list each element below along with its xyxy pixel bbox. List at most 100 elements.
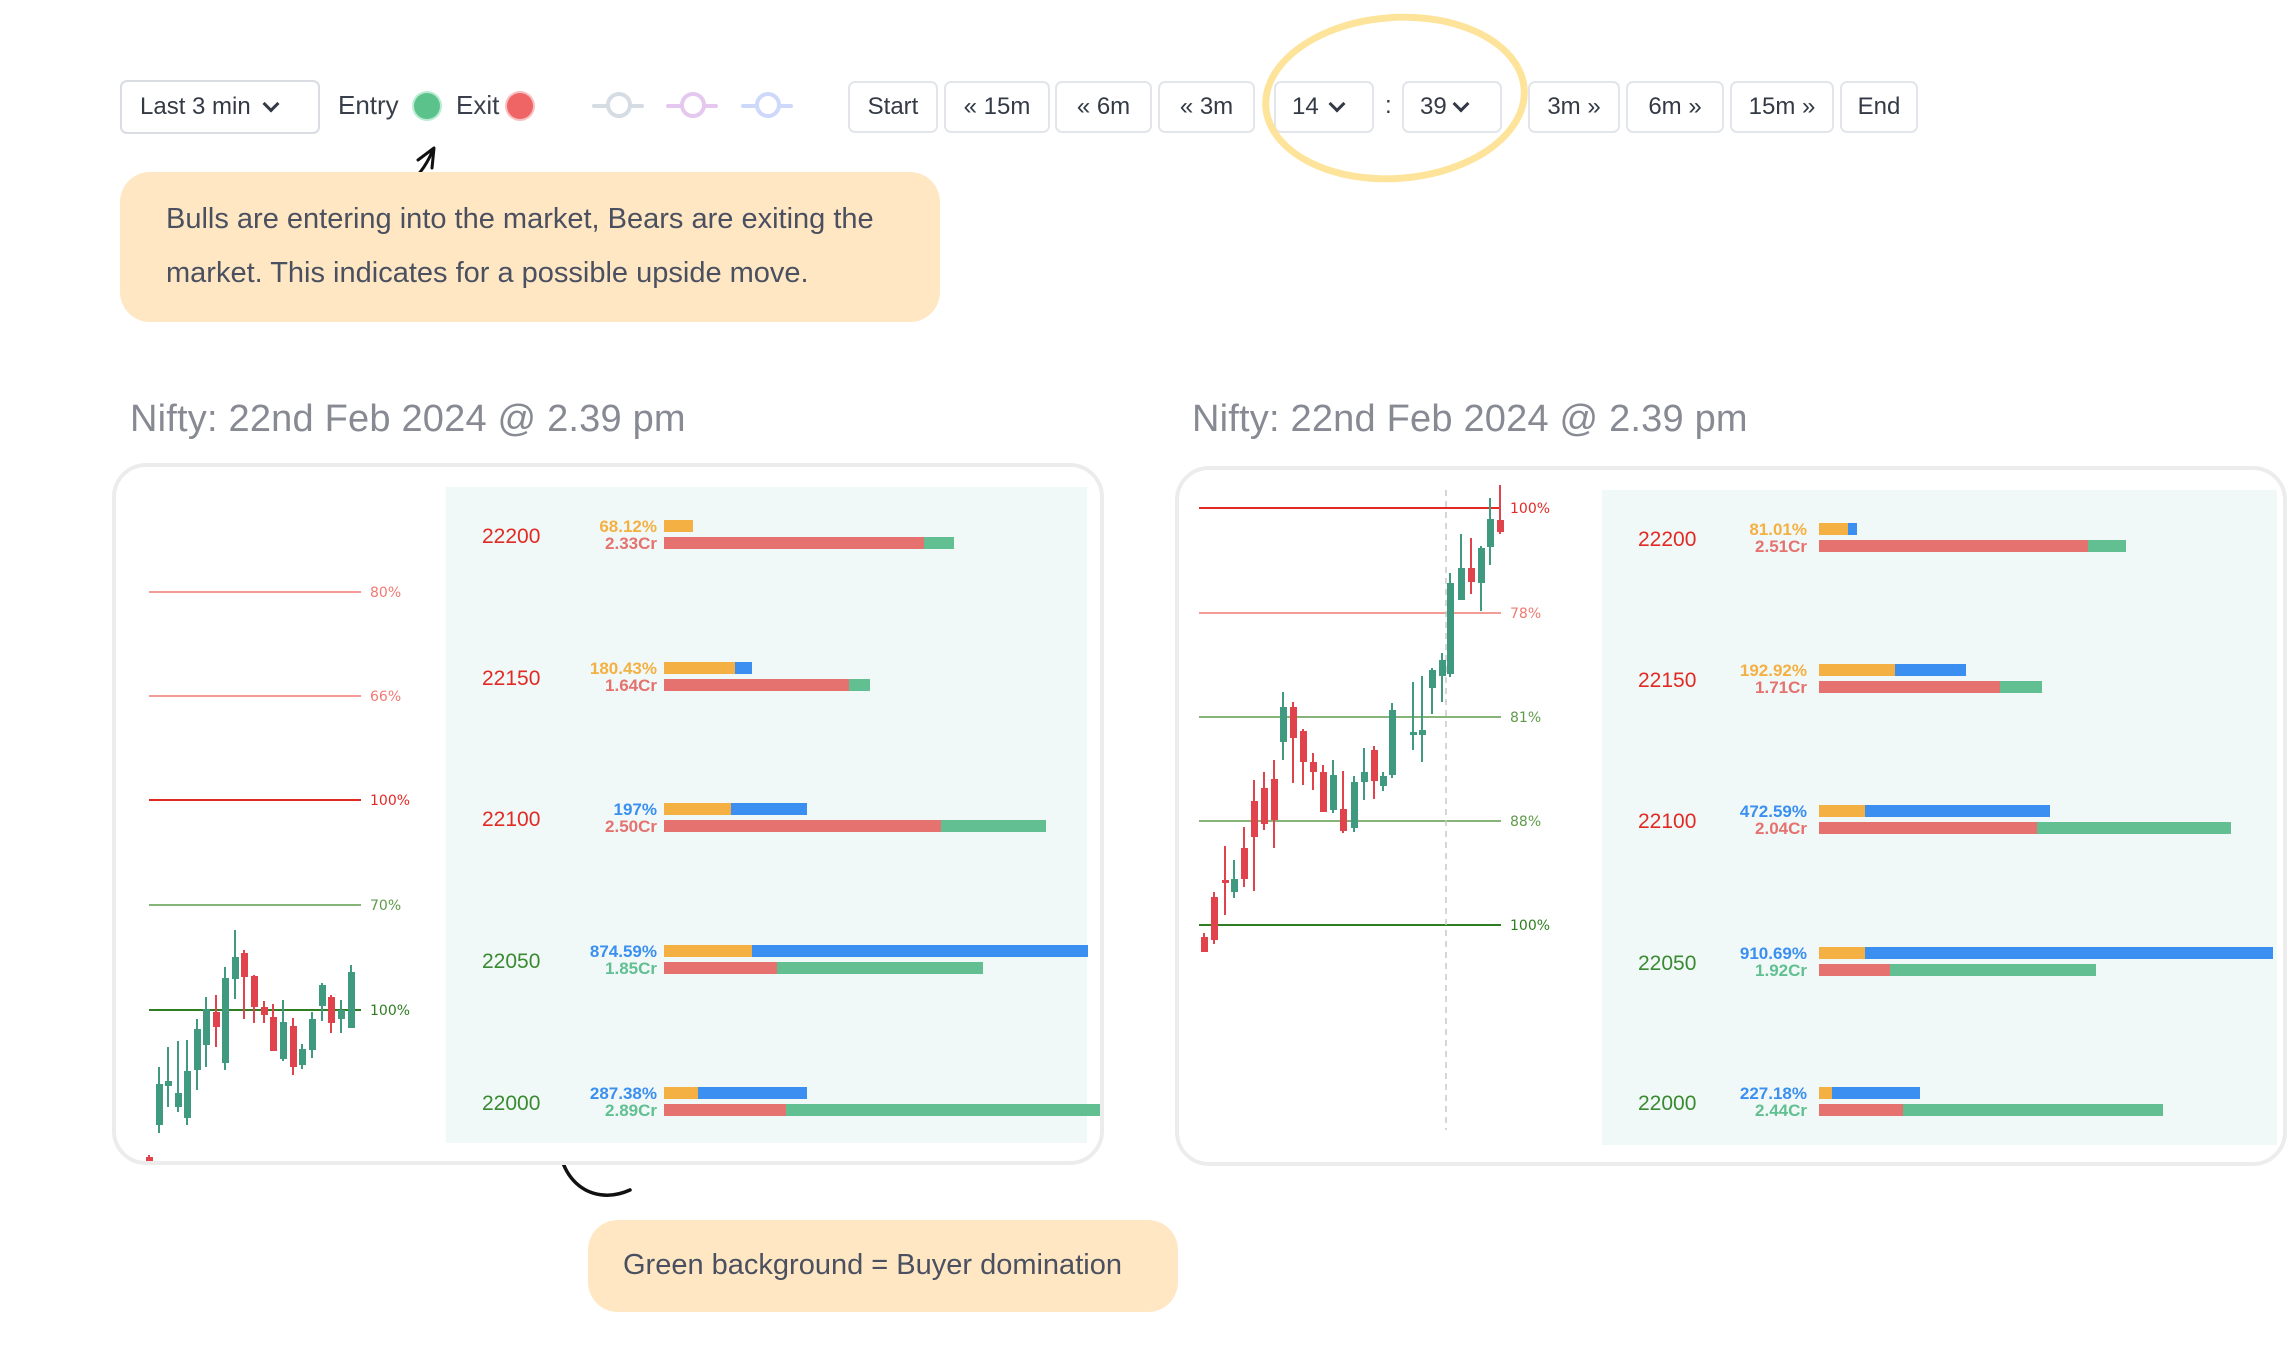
entry-dot-icon <box>414 93 440 119</box>
buyer-seller-bar <box>1819 681 2042 693</box>
buyer-seller-bar <box>1819 822 2231 834</box>
entry-pct-label: 180.43% <box>589 659 657 678</box>
bear-candle <box>1201 937 1208 952</box>
buyer-seller-bar <box>1819 540 2126 552</box>
level-label: 88% <box>1510 814 1541 830</box>
strike-row: 22100 197% 2.50Cr <box>446 800 1087 850</box>
bull-candle <box>1419 730 1426 735</box>
entry-pct-label: 81.01% <box>1749 520 1807 539</box>
forward-15m-button[interactable]: 15m » <box>1730 81 1834 133</box>
start-button[interactable]: Start <box>848 81 938 133</box>
entry-exit-bar <box>1819 1087 1920 1099</box>
forward-6m-button[interactable]: 6m » <box>1626 81 1724 133</box>
hour-select[interactable]: 14 <box>1274 81 1374 133</box>
level-label: 78% <box>1510 606 1541 622</box>
bear-candle <box>1340 809 1347 831</box>
right-chart-card: 100% 78% 81% 88% 100% 22200 81.01% 2.51Cr 22150… <box>1175 466 2287 1166</box>
left-chart-title: Nifty: 22nd Feb 2024 @ 2.39 pm <box>130 398 686 440</box>
bear-candle <box>1310 762 1317 772</box>
oi-crore-label: 2.04Cr <box>1755 819 1807 838</box>
level-label: 100% <box>1510 918 1550 934</box>
entry-pct-label: 192.92% <box>1739 661 1807 680</box>
back-6m-button[interactable]: « 6m <box>1055 81 1152 133</box>
bull-candle <box>184 1071 191 1118</box>
level-label: 100% <box>370 793 410 809</box>
bull-candle <box>1487 519 1494 547</box>
entry-pct-label: 287.38% <box>589 1084 657 1103</box>
end-button[interactable]: End <box>1840 81 1918 133</box>
time-range-select[interactable]: Last 3 min <box>120 80 320 134</box>
bull-candle <box>1447 583 1454 674</box>
bear-candle <box>1468 568 1475 582</box>
buyer-seller-bar <box>1819 1104 2164 1116</box>
gray-indicator-toggle-icon[interactable] <box>592 92 644 120</box>
strike-row: 22050 910.69% 1.92Cr <box>1602 944 2277 994</box>
entry-pct-label: 197% <box>613 800 657 819</box>
bear-candle <box>1251 801 1258 837</box>
bear-candle <box>251 976 258 1007</box>
bull-candle <box>165 1081 172 1086</box>
buyer-seller-bar <box>664 820 1047 832</box>
level-label: 66% <box>370 689 401 705</box>
forward-3m-button[interactable]: 3m » <box>1528 81 1620 133</box>
back-3m-button[interactable]: « 3m <box>1158 81 1255 133</box>
bear-candle <box>213 1012 220 1027</box>
exit-dot-icon <box>507 93 533 119</box>
strike-row: 22100 472.59% 2.04Cr <box>1602 802 2277 852</box>
level-label: 81% <box>1510 710 1541 726</box>
bull-candle <box>280 1022 287 1059</box>
buyer-seller-bar <box>664 962 984 974</box>
bear-candle <box>1271 779 1278 820</box>
purple-indicator-toggle-icon[interactable] <box>666 92 718 120</box>
bear-candle <box>270 1017 277 1051</box>
entry-exit-bar <box>1819 805 2050 817</box>
bull-candle <box>1330 775 1337 810</box>
bull-candle <box>1380 776 1387 786</box>
bull-candle <box>175 1093 182 1107</box>
blue-indicator-toggle-icon[interactable] <box>741 92 793 120</box>
bear-candle <box>1290 707 1297 738</box>
back-15m-button[interactable]: « 15m <box>944 81 1050 133</box>
buyer-seller-bar <box>1819 964 2097 976</box>
strike-price: 22050 <box>482 950 541 973</box>
entry-exit-bar <box>664 803 807 815</box>
bull-candle <box>319 985 326 1006</box>
entry-exit-bar <box>1819 664 1966 676</box>
buyer-seller-bar <box>664 679 870 691</box>
time-separator: : <box>1385 92 1392 119</box>
level-label: 80% <box>370 585 401 601</box>
bull-candle <box>1361 772 1368 782</box>
chevron-down-icon <box>1452 95 1470 113</box>
entry-exit-bar <box>664 945 1089 957</box>
level-label: 100% <box>370 1003 410 1019</box>
right-oi-bars-panel: 22200 81.01% 2.51Cr 22150 192.92% 1.71Cr 22100… <box>1602 490 2277 1145</box>
entry-exit-bar <box>664 1087 807 1099</box>
strike-price: 22100 <box>482 808 541 831</box>
oi-crore-label: 2.44Cr <box>1755 1101 1807 1120</box>
bull-candle <box>1429 670 1436 688</box>
bull-candle <box>1231 879 1238 892</box>
oi-crore-label: 2.33Cr <box>605 534 657 553</box>
bull-candle <box>1439 660 1446 676</box>
bull-candle <box>156 1084 163 1125</box>
bull-candle <box>299 1049 306 1065</box>
hour-value: 14 <box>1292 93 1319 120</box>
bear-candle <box>1222 880 1229 883</box>
bull-candle <box>1478 548 1485 583</box>
right-chart-title: Nifty: 22nd Feb 2024 @ 2.39 pm <box>1192 398 1748 440</box>
level-label: 70% <box>370 898 401 914</box>
strike-price: 22150 <box>1638 669 1697 692</box>
legend-exit-label: Exit <box>456 90 500 120</box>
bull-candle <box>1351 782 1358 828</box>
strike-price: 22150 <box>482 667 541 690</box>
strike-price: 22050 <box>1638 952 1697 975</box>
strike-row: 22050 874.59% 1.85Cr <box>446 942 1089 992</box>
bear-candle <box>146 1157 153 1161</box>
minute-select[interactable]: 39 <box>1402 81 1502 133</box>
strike-price: 22000 <box>1638 1092 1697 1115</box>
entry-pct-label: 874.59% <box>589 942 657 961</box>
bull-candle <box>338 1010 345 1019</box>
bear-candle <box>241 953 248 977</box>
entry-pct-label: 227.18% <box>1739 1084 1807 1103</box>
bear-candle <box>1497 520 1504 532</box>
